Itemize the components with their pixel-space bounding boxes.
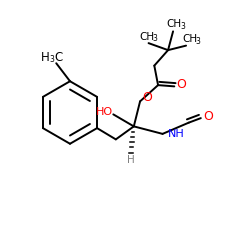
Text: O: O xyxy=(203,110,213,123)
Text: 3: 3 xyxy=(49,55,54,64)
Text: 3: 3 xyxy=(180,22,185,30)
Text: O: O xyxy=(176,78,186,91)
Text: H: H xyxy=(40,51,50,64)
Text: CH: CH xyxy=(167,20,182,29)
Text: CH: CH xyxy=(182,34,198,44)
Text: 3: 3 xyxy=(153,34,158,43)
Text: H: H xyxy=(127,154,135,164)
Text: C: C xyxy=(54,51,62,64)
Text: 3: 3 xyxy=(196,36,200,46)
Text: HO: HO xyxy=(96,107,113,117)
Text: O: O xyxy=(142,91,152,104)
Text: CH: CH xyxy=(140,32,155,42)
Text: NH: NH xyxy=(168,129,185,139)
